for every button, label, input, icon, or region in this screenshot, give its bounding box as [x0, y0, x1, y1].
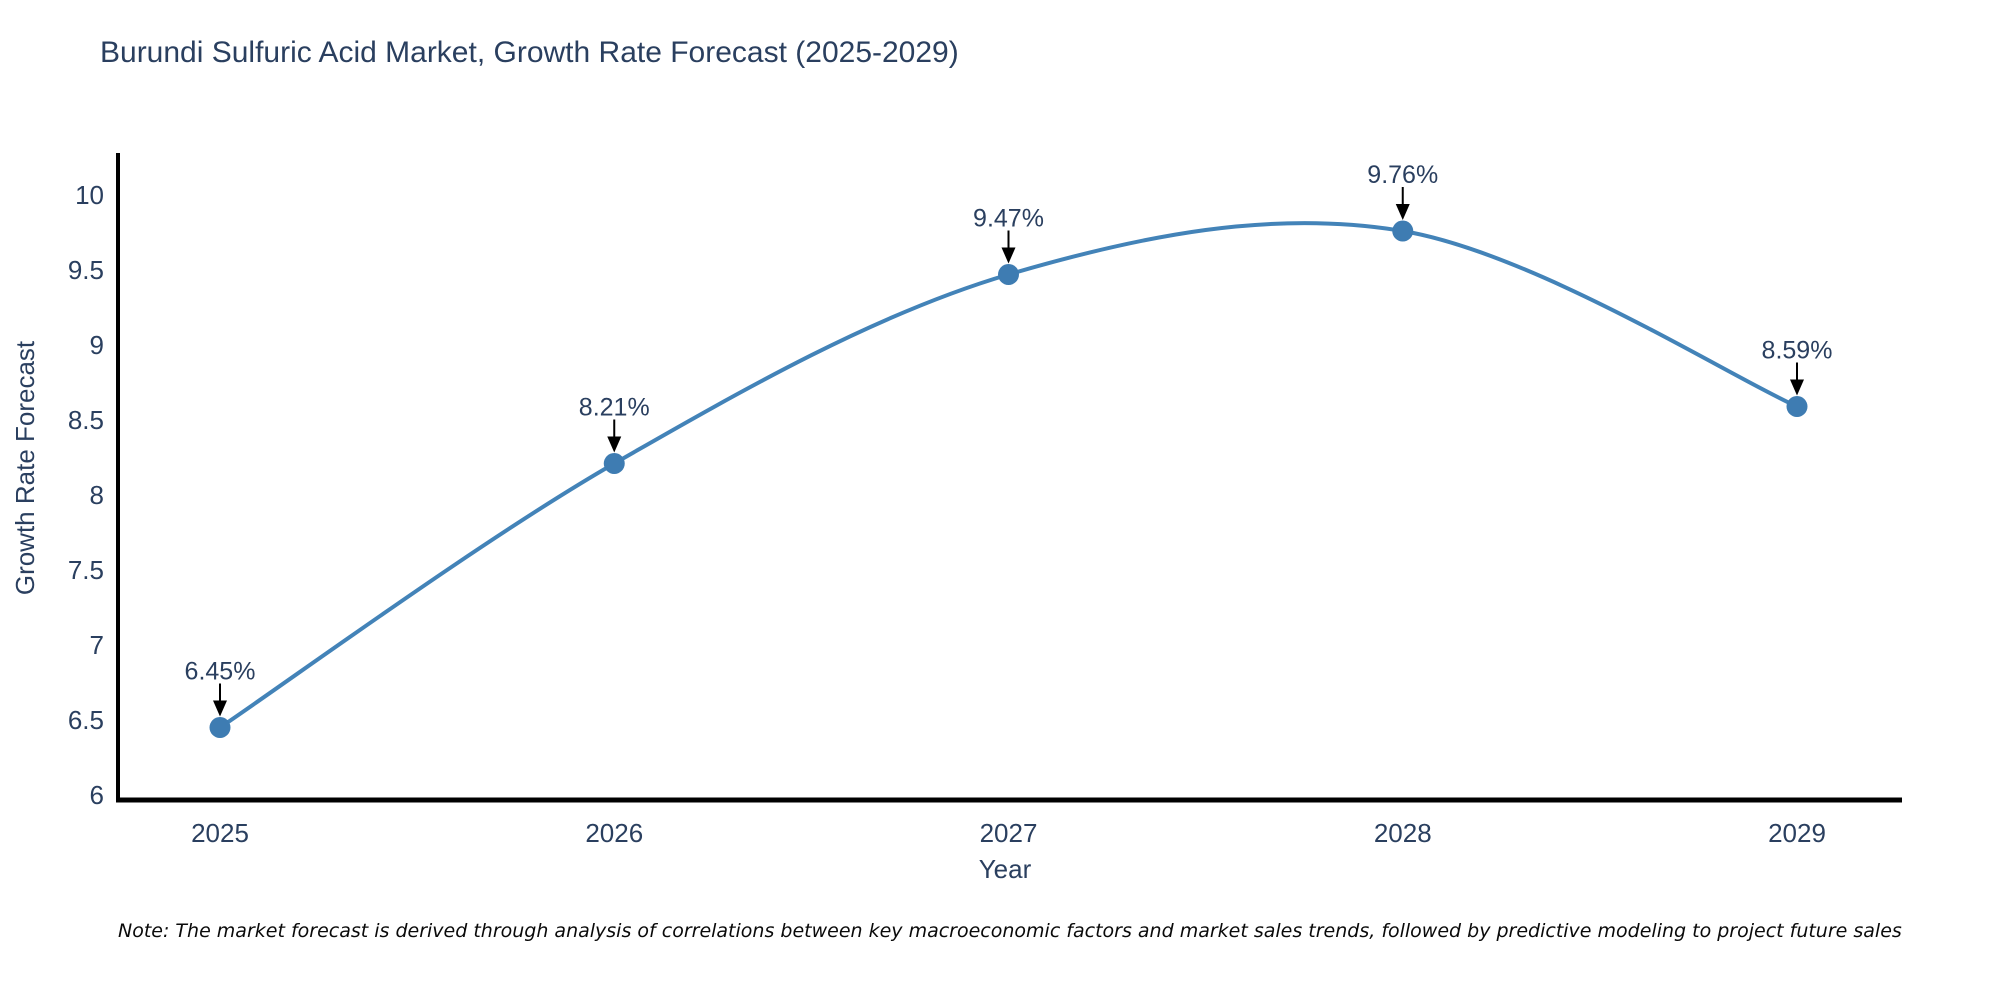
axes [116, 153, 1902, 803]
annotation-label: 6.45% [185, 658, 256, 686]
series-line [218, 221, 1799, 730]
y-tick-label: 7 [90, 630, 104, 660]
annotation-arrow-head-icon [1790, 379, 1804, 396]
y-tick-label: 7.5 [68, 555, 104, 585]
annotation-label: 9.76% [1367, 161, 1438, 189]
y-tick-label: 9 [90, 330, 104, 360]
x-axis-title: Year [979, 854, 1032, 884]
x-tick-label: 2025 [191, 818, 249, 848]
footnote: Note: The market forecast is derived thr… [118, 920, 1902, 942]
data-point-markers [209, 220, 1808, 738]
y-tick-label: 9.5 [68, 255, 104, 285]
x-tick-label: 2028 [1374, 818, 1432, 848]
data-point-marker [1786, 396, 1808, 417]
x-tick-label: 2027 [980, 818, 1038, 848]
annotation-label: 8.59% [1762, 337, 1833, 365]
y-tick-label: 6 [90, 780, 104, 810]
y-tick-label: 6.5 [68, 705, 104, 735]
y-tick-label: 8 [90, 480, 104, 510]
annotation-arrow-head-icon [1001, 247, 1016, 264]
y-tick-label: 10 [75, 180, 104, 210]
y-axis-title: Growth Rate Forecast [10, 340, 40, 595]
x-tick-labels: 2025 2026 2027 2028 2029 [191, 818, 1826, 848]
point-annotations: 6.45% 8.21% 9.47% 9.76% 8.59% [185, 161, 1833, 717]
chart-title: Burundi Sulfuric Acid Market, Growth Rat… [100, 36, 959, 69]
data-point-marker [998, 264, 1019, 285]
annotation-arrow-head-icon [607, 436, 622, 453]
annotation-arrow-head-icon [1395, 204, 1410, 220]
data-point-marker [209, 717, 231, 738]
y-tick-labels: 6 6.5 7 7.5 8 8.5 9 9.5 10 [68, 180, 104, 810]
y-tick-label: 8.5 [68, 405, 104, 435]
annotation-arrow-head-icon [213, 700, 227, 717]
data-point-marker [603, 453, 625, 474]
x-tick-label: 2026 [585, 818, 643, 848]
data-point-marker [1392, 220, 1414, 242]
annotation-label: 8.21% [579, 394, 650, 422]
annotation-label: 9.47% [973, 205, 1044, 233]
x-tick-label: 2029 [1768, 818, 1826, 848]
